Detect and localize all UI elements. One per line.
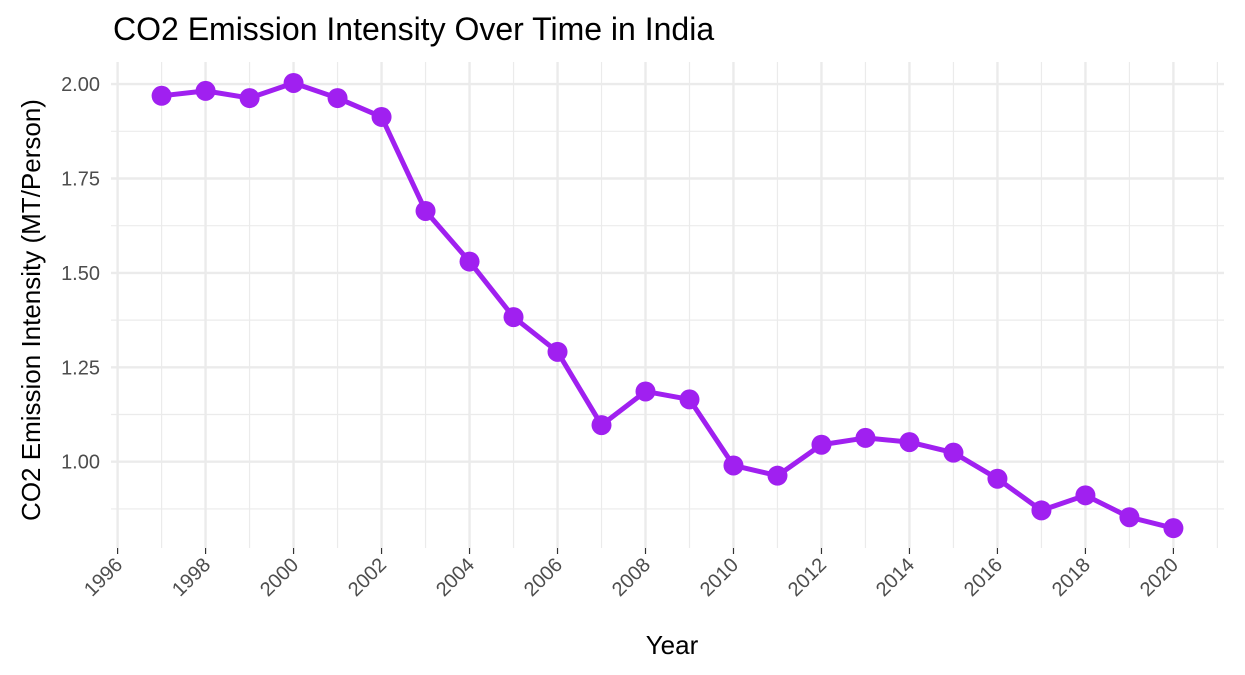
x-tick-label: 2000 [256,554,303,601]
point [1075,485,1096,506]
x-tick-label: 2014 [872,554,919,601]
x-tick-label: 2006 [520,554,567,601]
point [503,307,524,328]
point [679,389,700,410]
point [195,80,216,101]
point [1119,507,1140,528]
point [635,381,656,402]
x-tick-label: 2016 [960,554,1007,601]
x-tick-label: 2010 [696,554,743,601]
point [899,432,920,453]
y-tick-label: 1.00 [61,452,100,474]
point [723,455,744,476]
point [1031,500,1052,521]
x-tick-label: 2008 [608,554,655,601]
x-tick-label: 2018 [1048,554,1095,601]
point [151,85,172,106]
point [855,427,876,448]
point [459,251,480,272]
y-tick-label: 1.75 [61,168,100,190]
point [943,442,964,463]
y-tick-label: 2.00 [61,74,100,96]
x-tick-label: 2020 [1136,554,1183,601]
point [767,465,788,486]
y-axis-title: CO2 Emission Intensity (MT/Person) [16,99,46,521]
point [811,434,832,455]
point [415,200,436,221]
point [239,88,260,109]
point [1163,518,1184,539]
x-tick-label: 2012 [784,554,831,601]
point [371,106,392,127]
point [283,72,304,93]
point [327,88,348,109]
x-axis-title: Year [646,630,699,660]
point [547,341,568,362]
x-tick-label: 1996 [80,554,127,601]
x-tick-label: 2004 [432,554,479,601]
point [591,415,612,436]
y-tick-label: 1.25 [61,357,100,379]
y-tick-label: 1.50 [61,263,100,285]
x-tick-label: 2002 [344,554,391,601]
point [987,468,1008,489]
chart-title: CO2 Emission Intensity Over Time in Indi… [113,11,714,47]
x-tick-label: 1998 [168,554,215,601]
